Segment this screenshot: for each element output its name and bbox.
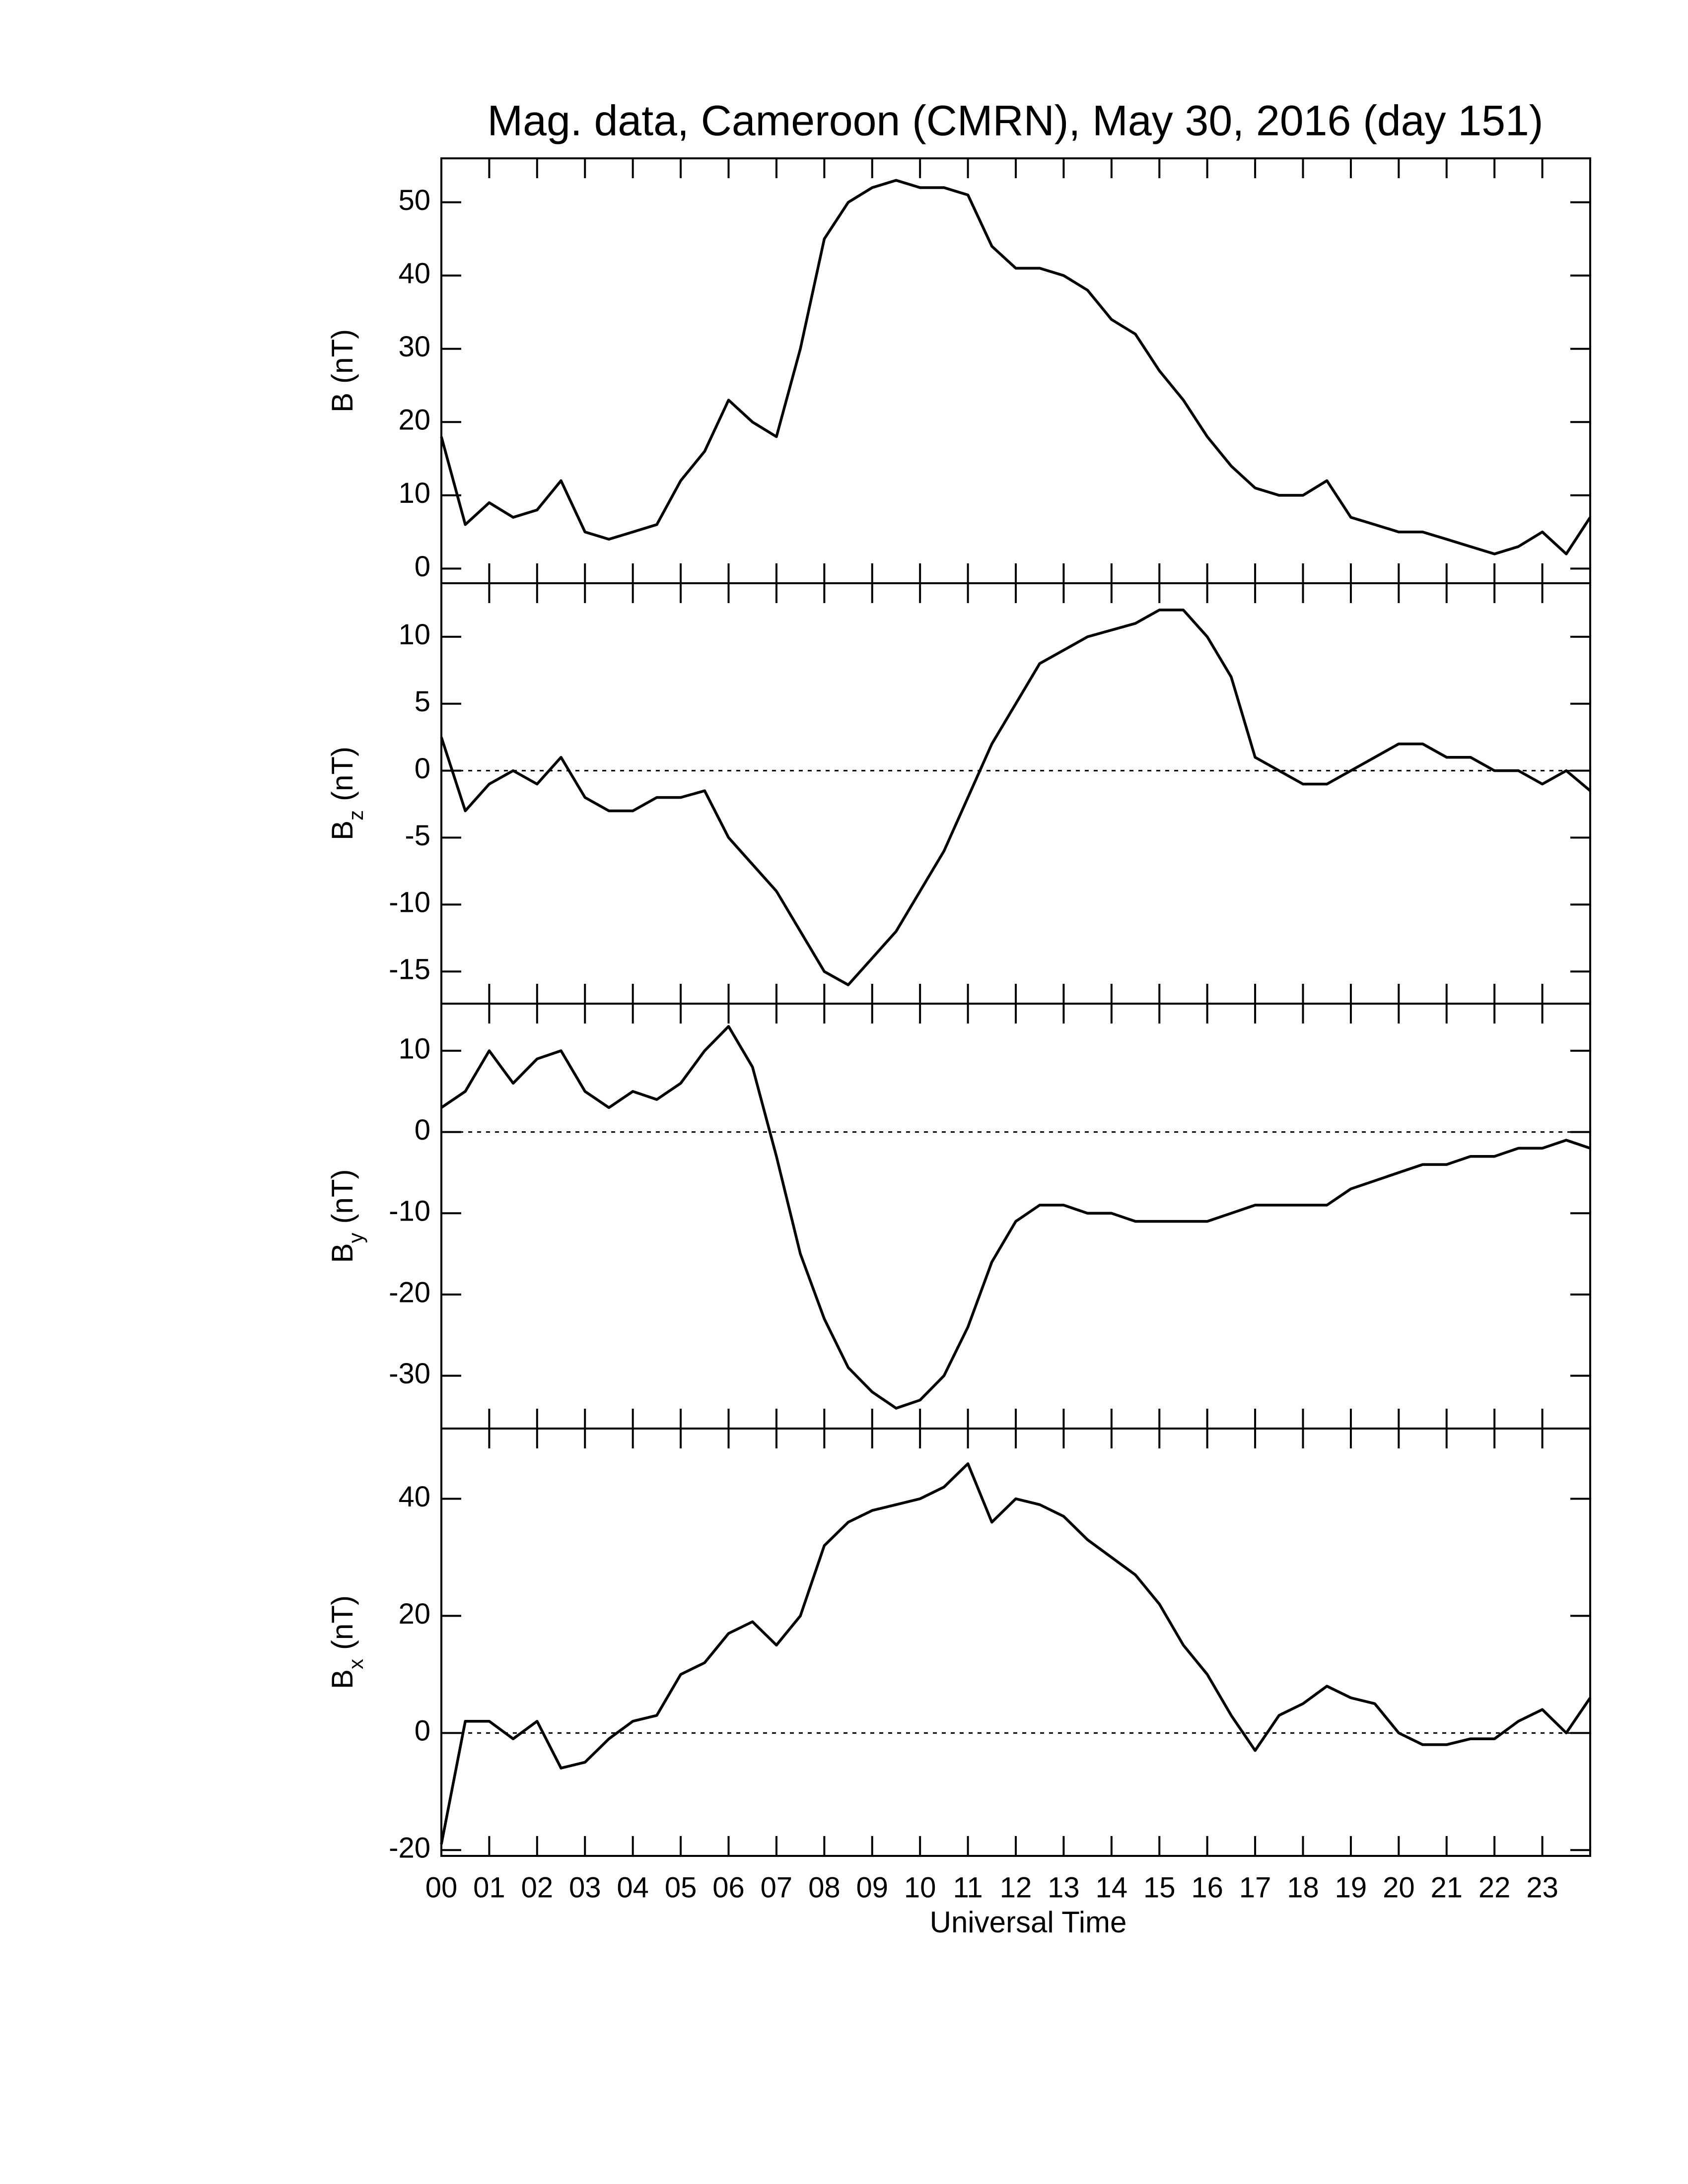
x-tick-label: 21	[1430, 1871, 1463, 1904]
y-tick-label: 20	[398, 1598, 430, 1630]
x-tick-label: 19	[1335, 1871, 1367, 1904]
x-tick-label: 08	[808, 1871, 841, 1904]
y-label-sub: x	[344, 1659, 367, 1669]
y-tick-label: -15	[389, 954, 430, 986]
x-tick-label: 05	[665, 1871, 697, 1904]
x-tick-label: 18	[1287, 1871, 1319, 1904]
y-axis-label: B (nT)	[326, 329, 359, 412]
y-axis-label: By (nT)	[326, 1169, 367, 1263]
y-tick-label: 50	[398, 184, 430, 216]
y-label-base: B	[326, 1669, 359, 1689]
y-tick-label: -20	[389, 1276, 430, 1308]
y-tick-label: 5	[415, 685, 430, 718]
data-line	[440, 609, 1591, 986]
x-tick-label: 13	[1048, 1871, 1080, 1904]
data-line	[440, 1025, 1591, 1410]
y-label-sub: z	[344, 810, 367, 820]
y-tick-label: 40	[398, 257, 430, 289]
x-tick-label: 00	[425, 1871, 458, 1904]
plot-frame	[440, 1428, 1591, 1857]
y-tick-label: 30	[398, 331, 430, 363]
data-line	[440, 1462, 1592, 1844]
x-tick-label: 01	[473, 1871, 505, 1904]
chart-title: Mag. data, Cameroon (CMRN), May 30, 2016…	[487, 97, 1543, 145]
y-tick-label: 40	[398, 1481, 430, 1513]
y-axis-label: Bx (nT)	[326, 1595, 367, 1689]
y-label-unit: (nT)	[326, 1595, 359, 1650]
data-line	[440, 179, 1592, 555]
x-tick-label: 02	[521, 1871, 554, 1904]
x-axis-label: Universal Time	[930, 1906, 1127, 1939]
x-tick-label: 17	[1239, 1871, 1271, 1904]
x-tick-label: 14	[1096, 1871, 1128, 1904]
y-tick-label: 0	[415, 550, 430, 583]
y-tick-label: 0	[415, 1114, 430, 1146]
x-tick-label: 15	[1143, 1871, 1176, 1904]
x-tick-label: 12	[1000, 1871, 1032, 1904]
x-tick-label: 06	[712, 1871, 745, 1904]
y-tick-label: 20	[398, 404, 430, 436]
x-tick-label: 20	[1383, 1871, 1415, 1904]
x-tick-label: 11	[953, 1871, 983, 1904]
x-tick-label: 04	[617, 1871, 649, 1904]
y-tick-label: 10	[398, 477, 430, 509]
x-tick-label: 23	[1526, 1871, 1558, 1904]
x-tick-label: 07	[761, 1871, 793, 1904]
y-tick-label: -5	[405, 819, 430, 852]
y-tick-label: -10	[389, 1195, 430, 1228]
y-label-base: B	[326, 393, 359, 412]
y-tick-label: 10	[398, 1032, 430, 1065]
x-tick-label: 09	[856, 1871, 888, 1904]
y-tick-label: 10	[398, 618, 430, 651]
y-tick-label: -10	[389, 887, 430, 919]
y-tick-label: -30	[389, 1358, 430, 1390]
y-label-base: B	[326, 820, 359, 840]
y-label-unit: (nT)	[326, 1169, 359, 1224]
y-label-unit: (nT)	[326, 329, 359, 384]
x-tick-label: 22	[1478, 1871, 1511, 1904]
y-tick-label: 0	[415, 752, 430, 785]
y-label-base: B	[326, 1243, 359, 1263]
x-tick-label: 10	[904, 1871, 936, 1904]
y-label-unit: (nT)	[326, 747, 359, 801]
y-tick-label: 0	[415, 1715, 430, 1747]
y-tick-label: -20	[389, 1832, 430, 1864]
y-label-sub: y	[344, 1232, 367, 1243]
x-tick-label: 16	[1191, 1871, 1223, 1904]
y-axis-label: Bz (nT)	[326, 747, 367, 840]
x-tick-label: 03	[569, 1871, 601, 1904]
